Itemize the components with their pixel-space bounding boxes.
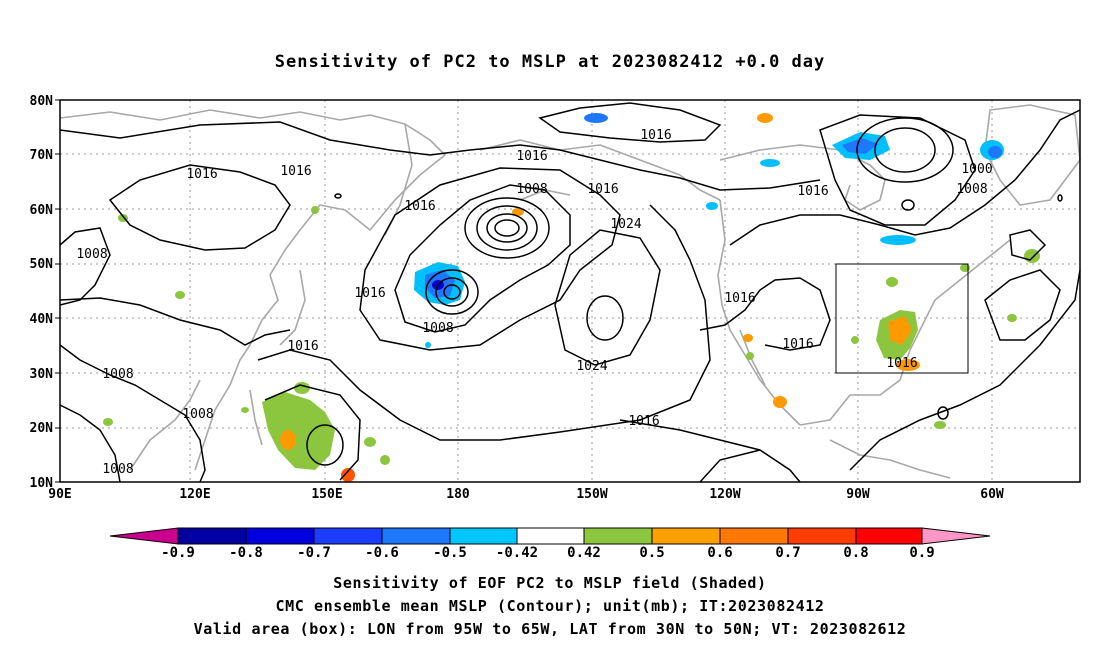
lat-tick-label: 50N bbox=[30, 257, 54, 272]
contour-label: 1024 bbox=[610, 217, 641, 232]
colorbar-label: 0.42 bbox=[567, 545, 601, 561]
contour-label: 1008 bbox=[422, 321, 453, 336]
contour-label: 1016 bbox=[886, 356, 917, 371]
lon-axis: 90E 120E 150E 180 150W 120W 90W 60W bbox=[48, 487, 1004, 502]
colorbar-cell bbox=[177, 527, 247, 545]
contour-label: 1016 bbox=[287, 339, 318, 354]
colorbar-label: 0.9 bbox=[909, 545, 934, 561]
contour-label: 1016 bbox=[640, 128, 671, 143]
lat-tick-label: 30N bbox=[30, 367, 54, 382]
contour-label: 1016 bbox=[516, 149, 547, 164]
colorbar-cell bbox=[719, 527, 789, 545]
lat-tick-label: 60N bbox=[30, 203, 54, 218]
colorbar-cell bbox=[449, 527, 518, 545]
colorbar-label: -0.5 bbox=[433, 545, 467, 561]
lon-tick-label: 150W bbox=[576, 487, 607, 502]
caption-line-3: Valid area (box): LON from 95W to 65W, L… bbox=[194, 620, 907, 638]
colorbar-cell bbox=[245, 527, 315, 545]
colorbar-cell bbox=[109, 527, 179, 545]
lat-axis: 10N 20N 30N 40N 50N 60N 70N 80N bbox=[30, 94, 60, 491]
valid-area-box bbox=[835, 263, 969, 374]
caption-line-1: Sensitivity of EOF PC2 to MSLP field (Sh… bbox=[333, 574, 766, 592]
colorbar-label: 0.6 bbox=[707, 545, 732, 561]
lon-tick-label: 90E bbox=[48, 487, 71, 502]
contour-label: 1016 bbox=[628, 414, 659, 429]
contour-label: 1024 bbox=[576, 359, 607, 374]
contour-label: 1008 bbox=[102, 462, 133, 477]
contour-labels: 1008 1016 1016 1016 1008 1016 1016 1008 … bbox=[76, 128, 992, 477]
contour-label: 1016 bbox=[280, 164, 311, 179]
colorbar-label: -0.7 bbox=[297, 545, 331, 561]
contour-label: 1016 bbox=[797, 184, 828, 199]
map-panel: 1008 1016 1016 1016 1008 1016 1016 1008 … bbox=[59, 99, 1081, 483]
lat-tick-label: 80N bbox=[30, 94, 54, 109]
lon-tick-label: 60W bbox=[980, 487, 1004, 502]
colorbar-cell bbox=[381, 527, 451, 545]
mslp-contours bbox=[59, 102, 1081, 483]
contour-label: 1008 bbox=[956, 182, 987, 197]
lon-tick-label: 180 bbox=[446, 487, 470, 502]
colorbar-cell bbox=[921, 527, 991, 545]
lon-tick-label: 90W bbox=[846, 487, 870, 502]
colorbar-label: -0.6 bbox=[365, 545, 399, 561]
caption-line-2: CMC ensemble mean MSLP (Contour); unit(m… bbox=[276, 597, 825, 615]
colorbar-cell bbox=[313, 527, 383, 545]
contour-label: 1008 bbox=[182, 407, 213, 422]
lat-tick-label: 20N bbox=[30, 421, 54, 436]
colorbar-label: -0.8 bbox=[229, 545, 263, 561]
contour-label: 1016 bbox=[724, 291, 755, 306]
contour-label: 1016 bbox=[354, 286, 385, 301]
contour-label: 1008 bbox=[102, 367, 133, 382]
colorbar-cell bbox=[855, 527, 923, 545]
colorbar-label: 0.5 bbox=[639, 545, 664, 561]
contour-label: 1000 bbox=[961, 162, 992, 177]
colorbar: -0.9 -0.8 -0.7 -0.6 -0.5 -0.42 0.42 0.5 … bbox=[109, 527, 991, 561]
colorbar-label: -0.42 bbox=[496, 545, 538, 561]
contour-label: 1016 bbox=[587, 182, 618, 197]
colorbar-cell bbox=[583, 527, 653, 545]
contour-label: 1008 bbox=[516, 182, 547, 197]
colorbar-label: 0.8 bbox=[843, 545, 868, 561]
map-title: Sensitivity of PC2 to MSLP at 2023082412… bbox=[275, 52, 826, 72]
lat-tick-label: 70N bbox=[30, 148, 54, 163]
lat-tick-label: 10N bbox=[30, 476, 54, 491]
lon-tick-label: 120E bbox=[179, 487, 210, 502]
contour-label: 1016 bbox=[782, 337, 813, 352]
colorbar-label: -0.9 bbox=[161, 545, 195, 561]
contour-label: 1016 bbox=[404, 199, 435, 214]
colorbar-label: 0.7 bbox=[775, 545, 800, 561]
lon-tick-label: 150E bbox=[311, 487, 342, 502]
contour-label: 1016 bbox=[186, 167, 217, 182]
contour-label: 1008 bbox=[76, 247, 107, 262]
colorbar-cell bbox=[651, 527, 721, 545]
colorbar-cell bbox=[787, 527, 857, 545]
colorbar-cell bbox=[516, 527, 585, 545]
lat-tick-label: 40N bbox=[30, 312, 54, 327]
lon-tick-label: 120W bbox=[709, 487, 740, 502]
positive-sensitivity-shading bbox=[103, 113, 1040, 482]
